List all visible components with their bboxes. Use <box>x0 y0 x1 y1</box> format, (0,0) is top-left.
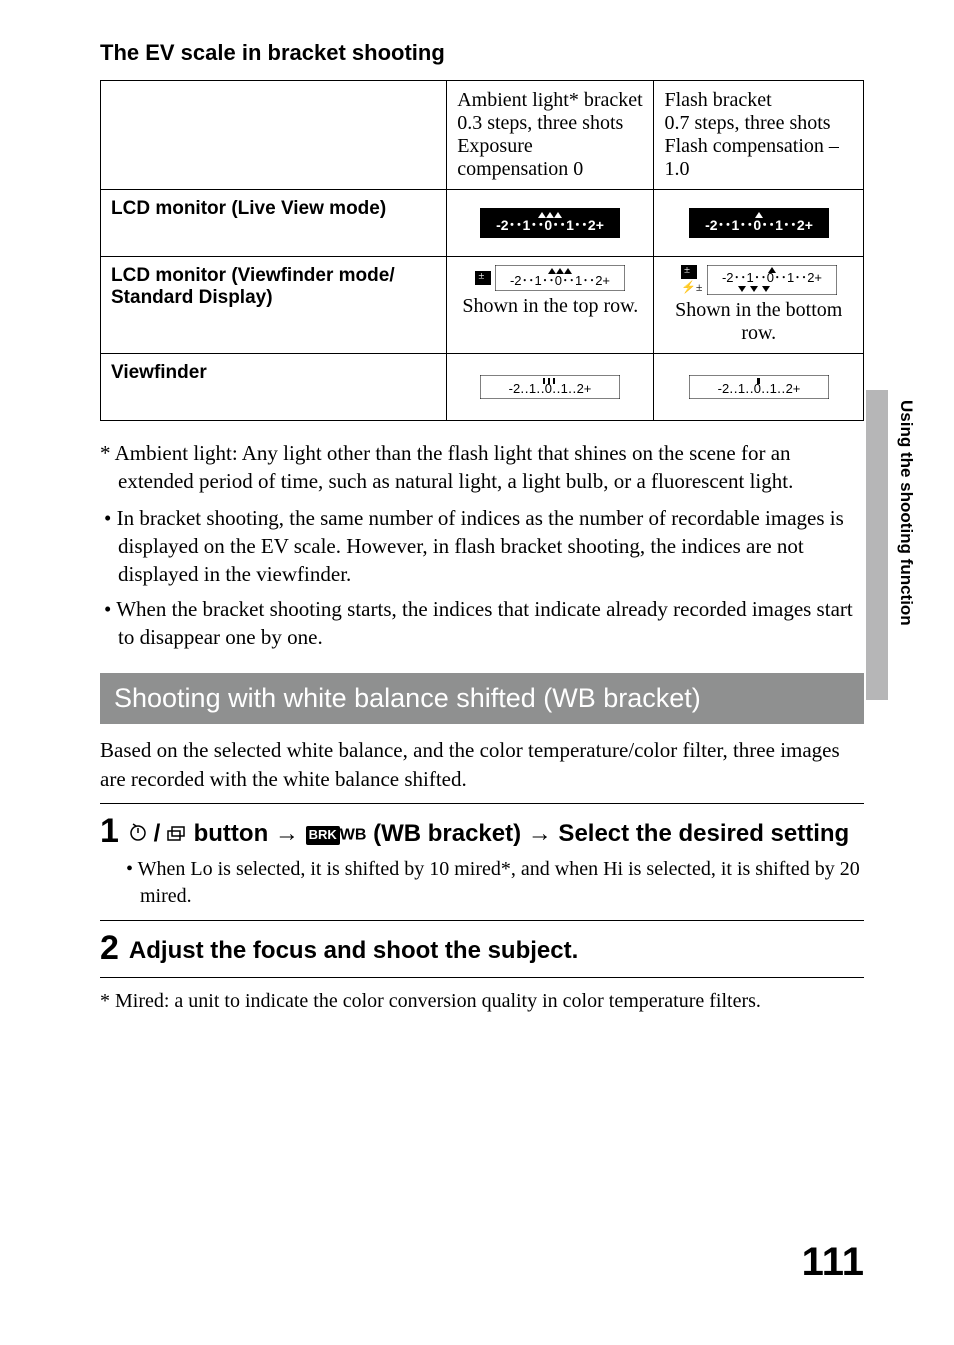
bullet-1: In bracket shooting, the same number of … <box>118 504 864 589</box>
rule-3 <box>100 977 864 978</box>
rule-1 <box>100 803 864 804</box>
footnote-mired: * Mired: a unit to indicate the color co… <box>100 988 864 1015</box>
side-label: Using the shooting function <box>896 400 916 626</box>
ev-scale-light-icon: -2･･1･･0･･1･･2+ <box>707 265 837 295</box>
page-number: 111 <box>802 1240 864 1285</box>
flash-comp-icon: ⚡± <box>681 280 703 295</box>
ev-scale-light-icon: -2･･1･･0･･1･･2+ <box>495 265 625 291</box>
exposure-comp-icon <box>475 271 491 285</box>
c2l1: Flash bracket <box>664 89 771 111</box>
svg-text:-2･･1･･0･･1･･2+: -2･･1･･0･･1･･2+ <box>496 217 604 233</box>
self-timer-icon <box>129 821 147 848</box>
arrow-icon: → <box>275 820 306 847</box>
c1l1: Ambient light* bracket <box>457 89 643 111</box>
ev-scale-vf-icon: -2‥1‥0‥1‥2+ <box>689 375 829 399</box>
row3-col1: -2‥1‥0‥1‥2+ <box>447 354 654 421</box>
ev-table: Ambient light* bracket 0.3 steps, three … <box>100 80 864 421</box>
row1-label: LCD monitor (Live View mode) <box>101 190 447 257</box>
step1-sub: When Lo is selected, it is shifted by 10… <box>100 856 864 910</box>
step-1: 1 / button → BRKWB (WB bracket) → Select… <box>100 814 864 850</box>
svg-text:-2･･1･･0･･1･･2+: -2･･1･･0･･1･･2+ <box>510 273 610 288</box>
row3-col2: -2‥1‥0‥1‥2+ <box>654 354 864 421</box>
row2-col2-caption: Shown in the bottom row. <box>664 299 853 345</box>
row2-col1-caption: Shown in the top row. <box>462 295 638 318</box>
step-1-num: 1 <box>100 814 119 848</box>
note-ambient: * Ambient light: Any light other than th… <box>100 439 864 496</box>
row1-col2: -2･･1･･0･･1･･2+ <box>654 190 864 257</box>
exposure-comp-icon <box>681 265 697 279</box>
step-2-body: Adjust the focus and shoot the subject. <box>129 931 864 966</box>
blank-header <box>101 81 447 190</box>
bullet-2: When the bracket shooting starts, the in… <box>118 595 864 652</box>
c2l2: 0.7 steps, three shots <box>664 112 830 134</box>
step1-tail: Select the desired setting <box>552 820 849 847</box>
svg-text:-2･･1･･0･･1･･2+: -2･･1･･0･･1･･2+ <box>705 217 813 233</box>
ev-scale-vf-icon: -2‥1‥0‥1‥2+ <box>480 375 620 399</box>
row2-col1: -2･･1･･0･･1･･2+ Shown in the top row. <box>447 257 654 354</box>
drive-mode-icon <box>167 825 187 848</box>
side-tab <box>866 390 888 700</box>
ev-scale-dark-icon: -2･･1･･0･･1･･2+ <box>689 208 829 238</box>
row2-label: LCD monitor (Viewfinder mode/ Standard D… <box>101 257 447 354</box>
row2-col2: ⚡± -2･･1･･0･･1･･2+ Shown in the bottom r… <box>654 257 864 354</box>
slash: / <box>147 820 167 847</box>
col1-header: Ambient light* bracket 0.3 steps, three … <box>447 81 654 190</box>
rule-2 <box>100 920 864 921</box>
row1-col1: -2･･1･･0･･1･･2+ <box>447 190 654 257</box>
step-2: 2 Adjust the focus and shoot the subject… <box>100 931 864 966</box>
step1-button-text: button <box>187 820 275 847</box>
step-2-num: 2 <box>100 931 119 965</box>
notes-list: In bracket shooting, the same number of … <box>100 504 864 652</box>
step1-wb-text: (WB bracket) <box>366 820 527 847</box>
wb-bracket-banner: Shooting with white balance shifted (WB … <box>100 673 864 724</box>
row3-label: Viewfinder <box>101 354 447 421</box>
arrow-icon: → <box>528 820 552 847</box>
col2-header: Flash bracket 0.7 steps, three shots Fla… <box>654 81 864 190</box>
brk-wb-icon: BRKWB <box>306 819 367 850</box>
wb-intro: Based on the selected white balance, and… <box>100 736 864 793</box>
c1l2: 0.3 steps, three shots <box>457 112 623 134</box>
c1l3: Exposure compensation 0 <box>457 135 583 180</box>
c2l3: Flash compensation –1.0 <box>664 135 838 180</box>
ev-heading: The EV scale in bracket shooting <box>100 40 864 66</box>
ev-scale-dark-icon: -2･･1･･0･･1･･2+ <box>480 208 620 238</box>
step-1-body: / button → BRKWB (WB bracket) → Select t… <box>129 814 864 850</box>
